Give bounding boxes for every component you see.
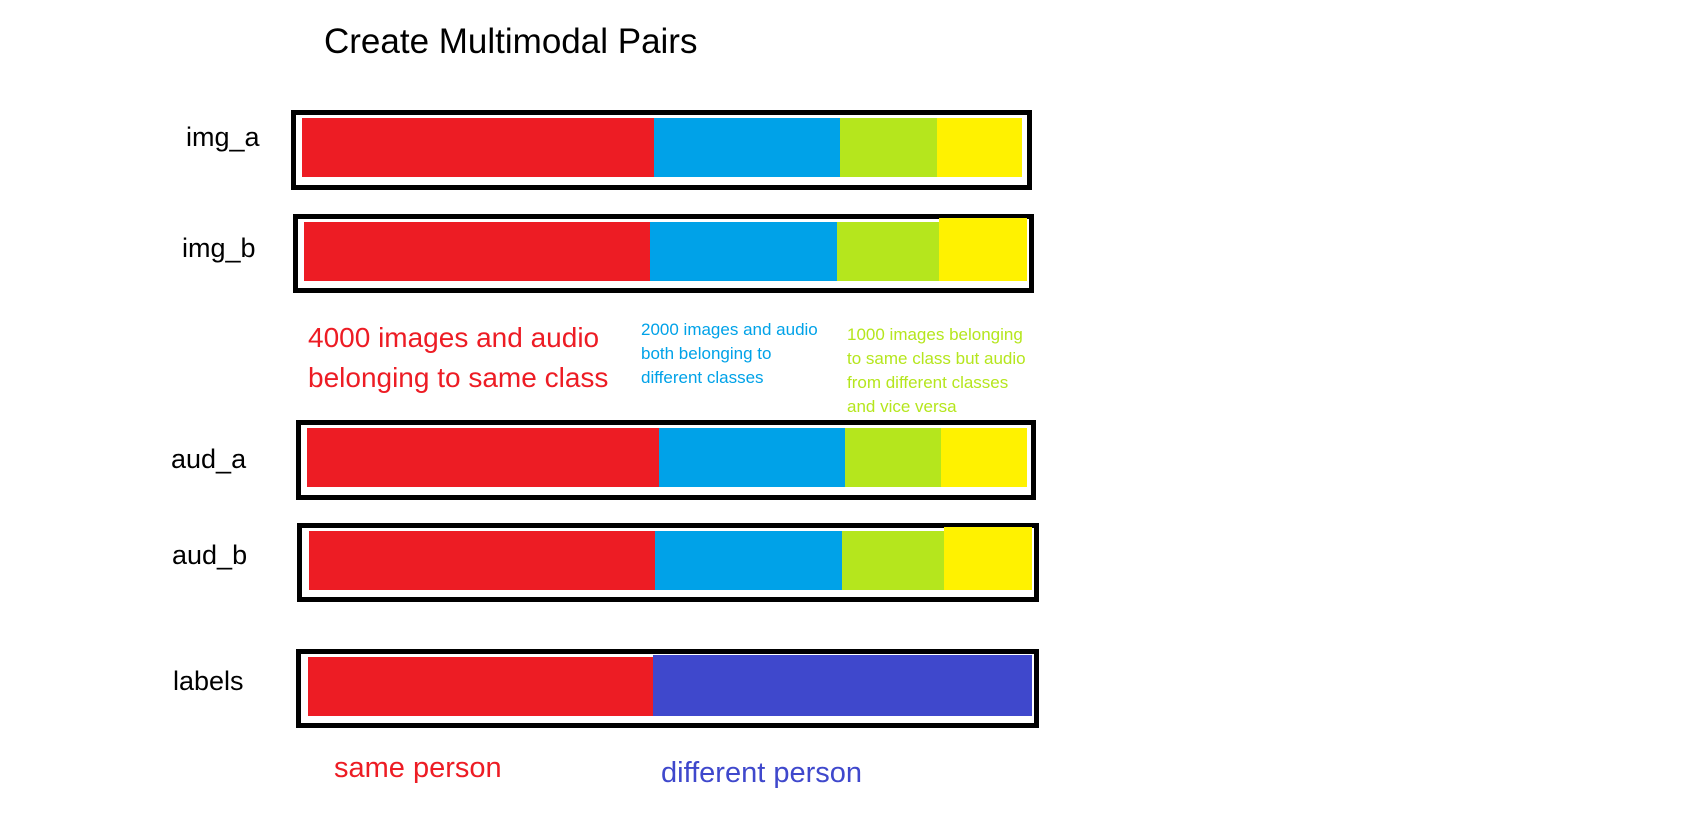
row-label-img-a: img_a: [186, 122, 260, 152]
row-label-aud-a: aud_a: [171, 444, 247, 474]
segment-same-class-img-a: [302, 118, 654, 177]
note-green-line-3: from different classes: [847, 373, 1009, 392]
label-different-person: different person: [661, 757, 862, 789]
segment-image-same-audio-different-img-b: [837, 222, 939, 281]
segment-vice-versa-img-a: [937, 118, 1022, 177]
segment-vice-versa-aud-a: [941, 428, 1027, 487]
note-different-classes-line-1: 2000 images and audio: [641, 320, 818, 339]
segment-same-class-aud-b: [309, 531, 655, 590]
segment-image-same-audio-different-img-a: [840, 118, 937, 177]
note-same-class-line-2: belonging to same class: [308, 362, 609, 393]
note-green-line-1: 1000 images belonging: [847, 325, 1023, 344]
row-label-img-b: img_b: [182, 233, 256, 263]
note-different-classes-line-2: both belonging to: [641, 344, 772, 363]
segment-same-class-img-b: [304, 222, 650, 281]
diagram-title: Create Multimodal Pairs: [324, 22, 698, 61]
note-same-class-line-1: 4000 images and audio: [308, 322, 600, 353]
segment-different-classes-img-b: [650, 222, 837, 281]
segment-vice-versa-img-b: [939, 218, 1027, 281]
label-same-person: same person: [334, 752, 502, 784]
note-different-classes: 2000 images and audio both belonging to …: [641, 318, 818, 390]
note-different-classes-line-3: different classes: [641, 368, 764, 387]
segment-same-person-labels: [308, 657, 653, 716]
row-label-labels: labels: [173, 666, 244, 696]
segment-vice-versa-aud-b: [944, 527, 1032, 590]
segment-different-classes-aud-b: [655, 531, 842, 590]
segment-different-classes-img-a: [654, 118, 840, 177]
segment-image-same-audio-different-aud-b: [842, 531, 944, 590]
note-image-same-audio-different: 1000 images belonging to same class but …: [847, 323, 1026, 419]
note-green-line-4: and vice versa: [847, 397, 957, 416]
segment-same-class-aud-a: [307, 428, 659, 487]
note-green-line-2: to same class but audio: [847, 349, 1026, 368]
row-label-aud-b: aud_b: [172, 540, 248, 570]
segment-different-classes-aud-a: [659, 428, 845, 487]
segment-different-person-labels: [653, 655, 1032, 716]
segment-image-same-audio-different-aud-a: [845, 428, 941, 487]
note-same-class: 4000 images and audio belonging to same …: [308, 318, 608, 398]
